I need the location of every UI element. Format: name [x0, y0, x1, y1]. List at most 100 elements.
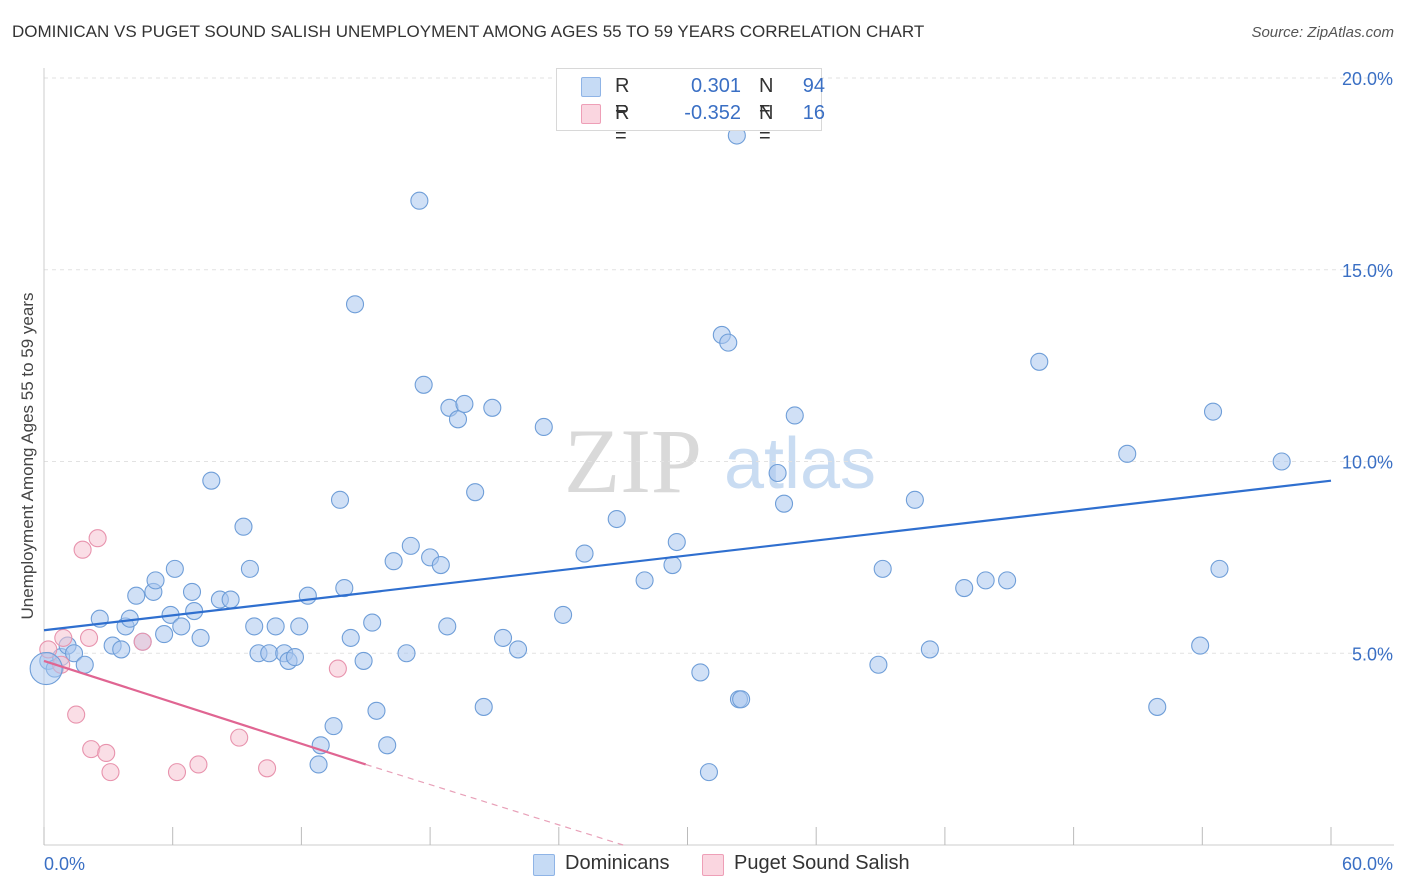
dominicans-point: [335, 579, 354, 598]
dominicans-point: [1272, 452, 1291, 471]
dominicans-point: [466, 483, 485, 502]
puget-sound-salish-point: [79, 628, 99, 647]
dominicans-point: [285, 648, 305, 667]
dominicans-point: [245, 617, 264, 636]
dominicans-point: [869, 655, 888, 674]
dominicans-point: [774, 494, 794, 513]
dominicans-point: [414, 375, 433, 394]
puget-sound-salish-point: [230, 728, 249, 747]
puget-sound-salish-trend-line: [43, 659, 367, 766]
dominicans-point: [234, 517, 253, 536]
dominicans-point: [554, 605, 573, 624]
dominicans-point: [483, 398, 502, 417]
dominicans-point: [455, 394, 474, 414]
dominicans-point: [165, 559, 184, 578]
dominicans-point: [1191, 636, 1210, 655]
dominicans-point: [240, 559, 259, 578]
dominicans-point: [955, 579, 974, 598]
dominicans-point: [635, 571, 654, 590]
puget-sound-salish-point: [88, 529, 107, 548]
dominicans-point: [182, 582, 202, 601]
dominicans-point: [112, 640, 131, 659]
legend-swatch-dominicans: [533, 854, 555, 876]
dominicans-point: [309, 755, 328, 774]
dominicans-point: [397, 644, 416, 663]
dominicans-point: [202, 471, 221, 490]
series-legend: Dominicans Puget Sound Salish: [0, 852, 1406, 878]
dominicans-point: [873, 559, 892, 578]
legend-r-value: -0.352: [684, 102, 741, 124]
dominicans-point: [146, 571, 165, 590]
dominicans-point: [1118, 444, 1137, 463]
puget-sound-salish-point: [54, 628, 73, 647]
dominicans-point: [410, 191, 429, 210]
dominicans-point: [1030, 352, 1049, 371]
dominicans-point: [508, 640, 528, 659]
dominicans-point: [64, 644, 84, 663]
y-axis-label: Unemployment Among Ages 55 to 59 years: [18, 292, 37, 620]
dominicans-trend-line: [43, 479, 1332, 632]
puget-sound-salish-point: [167, 763, 187, 782]
legend-swatch-puget-sound-salish: [581, 104, 601, 124]
dominicans-point: [768, 463, 787, 483]
x-tick-label-min: 0.0%: [44, 854, 85, 874]
dominicans-point: [691, 663, 710, 682]
dominicans-point: [378, 736, 397, 755]
dominicans-point: [29, 652, 63, 686]
dominicans-point: [663, 555, 682, 575]
watermark-atlas: atlas: [724, 424, 876, 504]
dominicans-point: [719, 333, 738, 352]
puget-sound-salish-point: [73, 540, 92, 559]
chart-title: DOMINICAN VS PUGET SOUND SALISH UNEMPLOY…: [12, 22, 925, 41]
dominicans-point: [1203, 402, 1223, 421]
dominicans-point: [667, 532, 686, 552]
dominicans-point: [172, 617, 191, 636]
dominicans-point: [260, 644, 279, 663]
y-tick-label: 10.0%: [1342, 453, 1393, 473]
dominicans-point: [324, 717, 343, 736]
dominicans-point: [363, 613, 382, 632]
dominicans-point: [384, 552, 403, 571]
dominicans-point: [221, 590, 240, 609]
dominicans-point: [920, 640, 939, 659]
y-tick-label: 15.0%: [1342, 261, 1393, 281]
dominicans-point: [345, 295, 365, 314]
dominicans-point: [905, 490, 924, 509]
y-tick-label: 20.0%: [1342, 69, 1393, 89]
puget-sound-salish-point: [189, 755, 208, 774]
dominicans-point: [367, 701, 386, 720]
legend-swatch-dominicans: [581, 77, 601, 97]
puget-sound-salish-point: [67, 705, 86, 724]
legend-r-label: R =: [615, 75, 630, 120]
dominicans-point: [575, 544, 594, 563]
legend-n-label: N =: [759, 102, 774, 147]
legend-swatch-puget-sound-salish: [702, 854, 724, 876]
dominicans-point: [75, 655, 94, 674]
dominicans-point: [732, 690, 751, 709]
dominicans-point: [474, 697, 493, 716]
dominicans-point: [438, 617, 457, 636]
puget-sound-salish-trend-extension: [365, 763, 624, 846]
dominicans-point: [699, 763, 719, 782]
legend-r-label: R =: [615, 102, 630, 147]
dominicans-point: [1210, 559, 1229, 578]
dominicans-point: [290, 617, 309, 636]
legend-label-dominicans: Dominicans: [565, 852, 670, 874]
legend-r-value: 0.301: [690, 75, 741, 97]
x-tick-label-max: 60.0%: [1342, 854, 1393, 874]
dominicans-point: [493, 628, 513, 647]
chart-source: Source: ZipAtlas.com: [1251, 24, 1394, 41]
dominicans-point: [431, 555, 450, 575]
dominicans-point: [401, 536, 420, 555]
dominicans-point: [785, 406, 804, 425]
puget-sound-salish-point: [258, 759, 277, 778]
dominicans-point: [330, 490, 350, 509]
dominicans-point: [448, 410, 468, 429]
watermark-zip: ZIP: [564, 410, 702, 512]
puget-sound-salish-point: [82, 740, 101, 759]
y-tick-label: 5.0%: [1352, 644, 1393, 664]
dominicans-point: [127, 586, 146, 605]
dominicans-point: [607, 509, 626, 529]
correlation-legend: R = 0.301 N = 94 R = -0.352 N = 16: [556, 68, 825, 147]
